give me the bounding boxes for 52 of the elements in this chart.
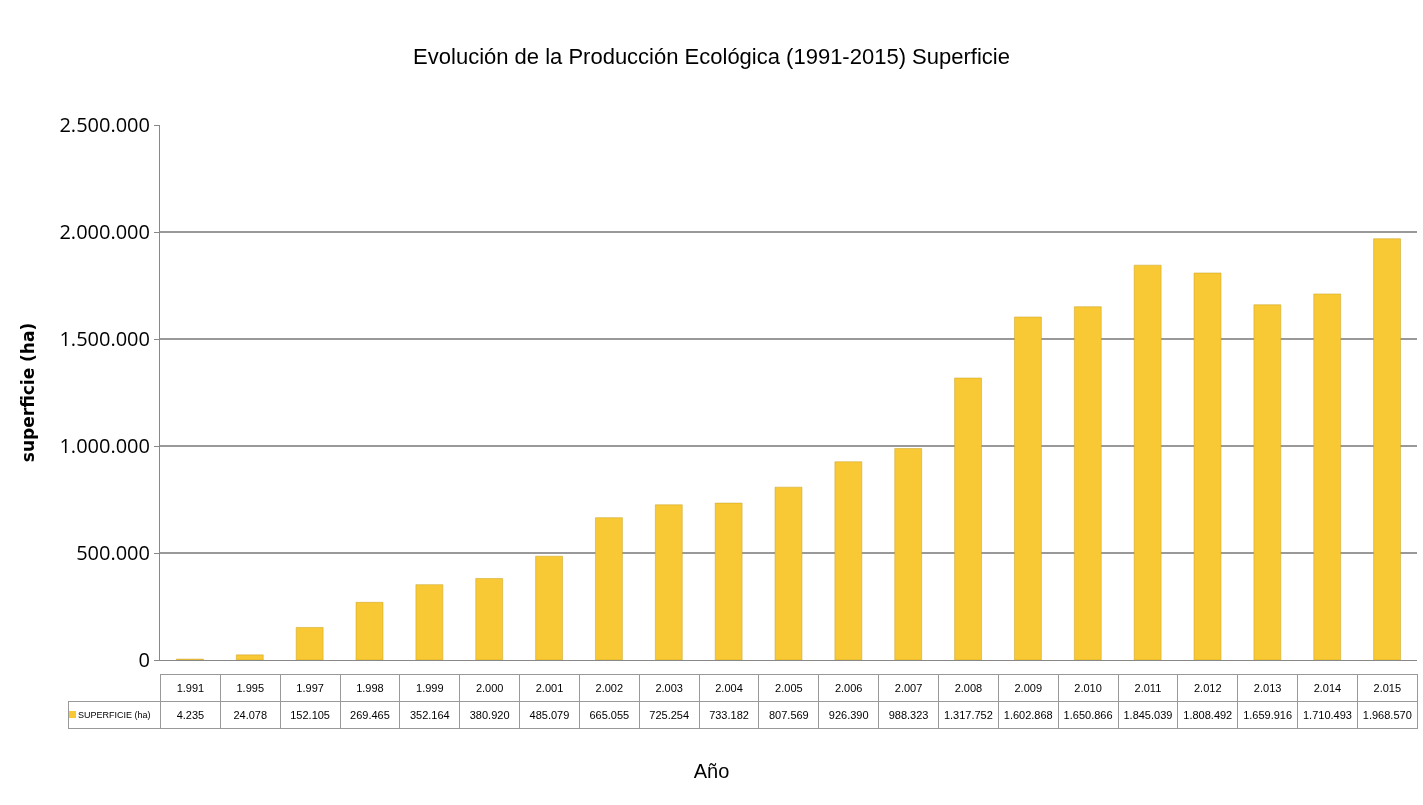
data-label: 733.182 bbox=[699, 701, 759, 729]
y-tick-label: 500.000 bbox=[76, 539, 150, 566]
x-tick-label: 2.000 bbox=[459, 674, 520, 702]
data-label: 926.390 bbox=[818, 701, 879, 729]
x-tick-label: 2.004 bbox=[699, 674, 759, 702]
x-tick-label: 2.008 bbox=[938, 674, 999, 702]
data-label: 1.968.570 bbox=[1357, 701, 1418, 729]
x-tick-label: 2.006 bbox=[818, 674, 879, 702]
data-label: 988.323 bbox=[878, 701, 939, 729]
data-label: 725.254 bbox=[639, 701, 700, 729]
data-label: 352.164 bbox=[399, 701, 460, 729]
x-tick-label: 1.991 bbox=[160, 674, 221, 702]
data-label: 4.235 bbox=[160, 701, 221, 729]
data-label: 152.105 bbox=[280, 701, 341, 729]
x-tick-label: 2.012 bbox=[1177, 674, 1238, 702]
data-label: 1.650.866 bbox=[1058, 701, 1118, 729]
x-tick-label: 1.997 bbox=[280, 674, 341, 702]
y-tick-label: 1.500.000 bbox=[59, 325, 150, 352]
x-tick-label: 2.002 bbox=[579, 674, 640, 702]
data-label: 1.659.916 bbox=[1237, 701, 1298, 729]
y-tick-label: 1.000.000 bbox=[59, 432, 150, 459]
x-tick-label: 2.015 bbox=[1357, 674, 1418, 702]
data-label: 1.808.492 bbox=[1177, 701, 1238, 729]
data-label: 24.078 bbox=[220, 701, 281, 729]
data-label: 807.569 bbox=[758, 701, 819, 729]
chart-title: Evolución de la Producción Ecológica (1991-2015) Superficie bbox=[413, 43, 1010, 69]
x-tick-label: 2.007 bbox=[878, 674, 939, 702]
y-tick-label: 2.000.000 bbox=[59, 218, 150, 245]
data-label: 269.465 bbox=[340, 701, 400, 729]
x-tick-label: 2.013 bbox=[1237, 674, 1298, 702]
data-label: 485.079 bbox=[519, 701, 580, 729]
x-axis-title: Año bbox=[692, 760, 731, 783]
data-label: 380.920 bbox=[459, 701, 520, 729]
x-tick-label: 2.010 bbox=[1058, 674, 1118, 702]
x-tick-label: 2.011 bbox=[1118, 674, 1178, 702]
data-label: 1.710.493 bbox=[1297, 701, 1358, 729]
data-label: 1.317.752 bbox=[938, 701, 999, 729]
data-label: 1.602.868 bbox=[998, 701, 1059, 729]
x-tick-label: 1.995 bbox=[220, 674, 281, 702]
y-tick-label: 2.500.000 bbox=[59, 111, 150, 138]
x-tick-label: 2.003 bbox=[639, 674, 700, 702]
y-tick-label: 0 bbox=[138, 646, 150, 673]
data-label: 665.055 bbox=[579, 701, 640, 729]
x-tick-label: 1.999 bbox=[399, 674, 460, 702]
data-label: 1.845.039 bbox=[1118, 701, 1178, 729]
y-axis-title: superficie (ha) bbox=[17, 322, 38, 463]
legend-label: SUPERFICIE (ha) bbox=[68, 701, 161, 729]
x-tick-label: 2.009 bbox=[998, 674, 1059, 702]
x-tick-label: 2.005 bbox=[758, 674, 819, 702]
x-tick-label: 2.001 bbox=[519, 674, 580, 702]
x-tick-label: 1.998 bbox=[340, 674, 400, 702]
x-tick-label: 2.014 bbox=[1297, 674, 1358, 702]
